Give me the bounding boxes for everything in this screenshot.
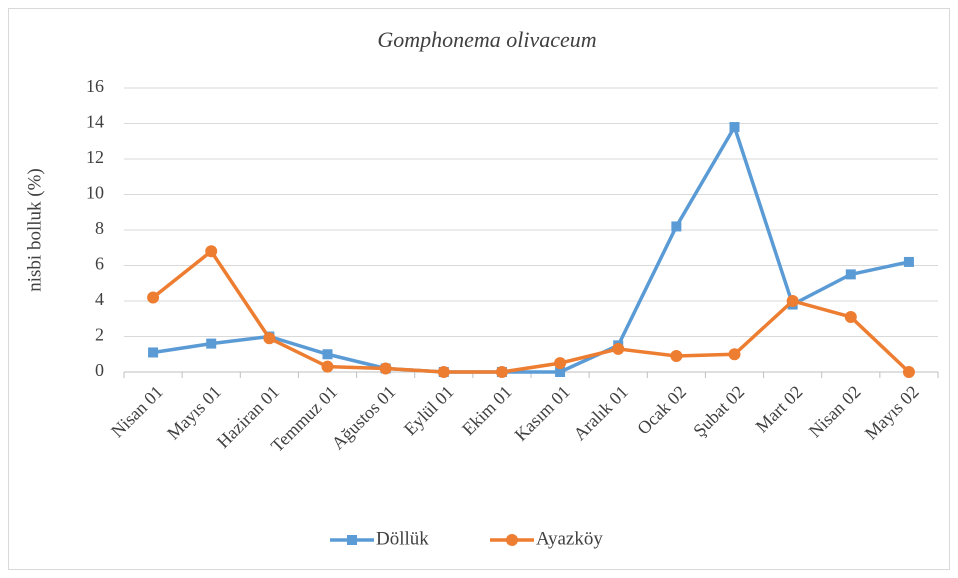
chart-title: Gomphonema olivaceum	[377, 27, 596, 52]
marker	[379, 362, 392, 375]
marker	[322, 349, 333, 360]
marker	[321, 360, 334, 373]
marker	[670, 350, 683, 363]
marker	[347, 535, 357, 545]
marker	[205, 245, 218, 258]
marker	[844, 310, 857, 323]
y-tick-label: 2	[95, 325, 104, 345]
chart-frame	[8, 8, 950, 570]
marker	[555, 367, 566, 377]
y-tick-label: 12	[86, 147, 104, 167]
marker	[902, 366, 915, 378]
marker	[903, 256, 914, 267]
marker	[437, 366, 450, 378]
y-tick-label: 16	[86, 76, 104, 96]
marker	[612, 342, 625, 355]
marker	[728, 348, 741, 361]
legend-label: Ayazköy	[536, 528, 603, 549]
y-axis-label: nisbi bolluk (%)	[24, 168, 45, 292]
y-tick-label: 4	[95, 289, 104, 309]
y-tick-label: 10	[86, 183, 104, 203]
marker	[671, 221, 682, 232]
y-tick-label: 8	[95, 218, 104, 238]
y-tick-label: 6	[95, 254, 104, 274]
marker	[206, 338, 217, 349]
series-line	[151, 248, 911, 374]
y-tick-label: 0	[95, 360, 104, 380]
marker	[495, 366, 508, 378]
marker	[786, 295, 799, 307]
marker	[506, 534, 518, 546]
marker	[263, 332, 276, 345]
legend-label: Döllük	[376, 528, 429, 549]
marker	[147, 291, 160, 304]
marker	[554, 357, 567, 370]
series-line	[152, 122, 910, 374]
marker	[845, 269, 856, 280]
marker	[729, 122, 740, 133]
y-tick-label: 14	[86, 112, 104, 132]
marker	[148, 347, 159, 358]
